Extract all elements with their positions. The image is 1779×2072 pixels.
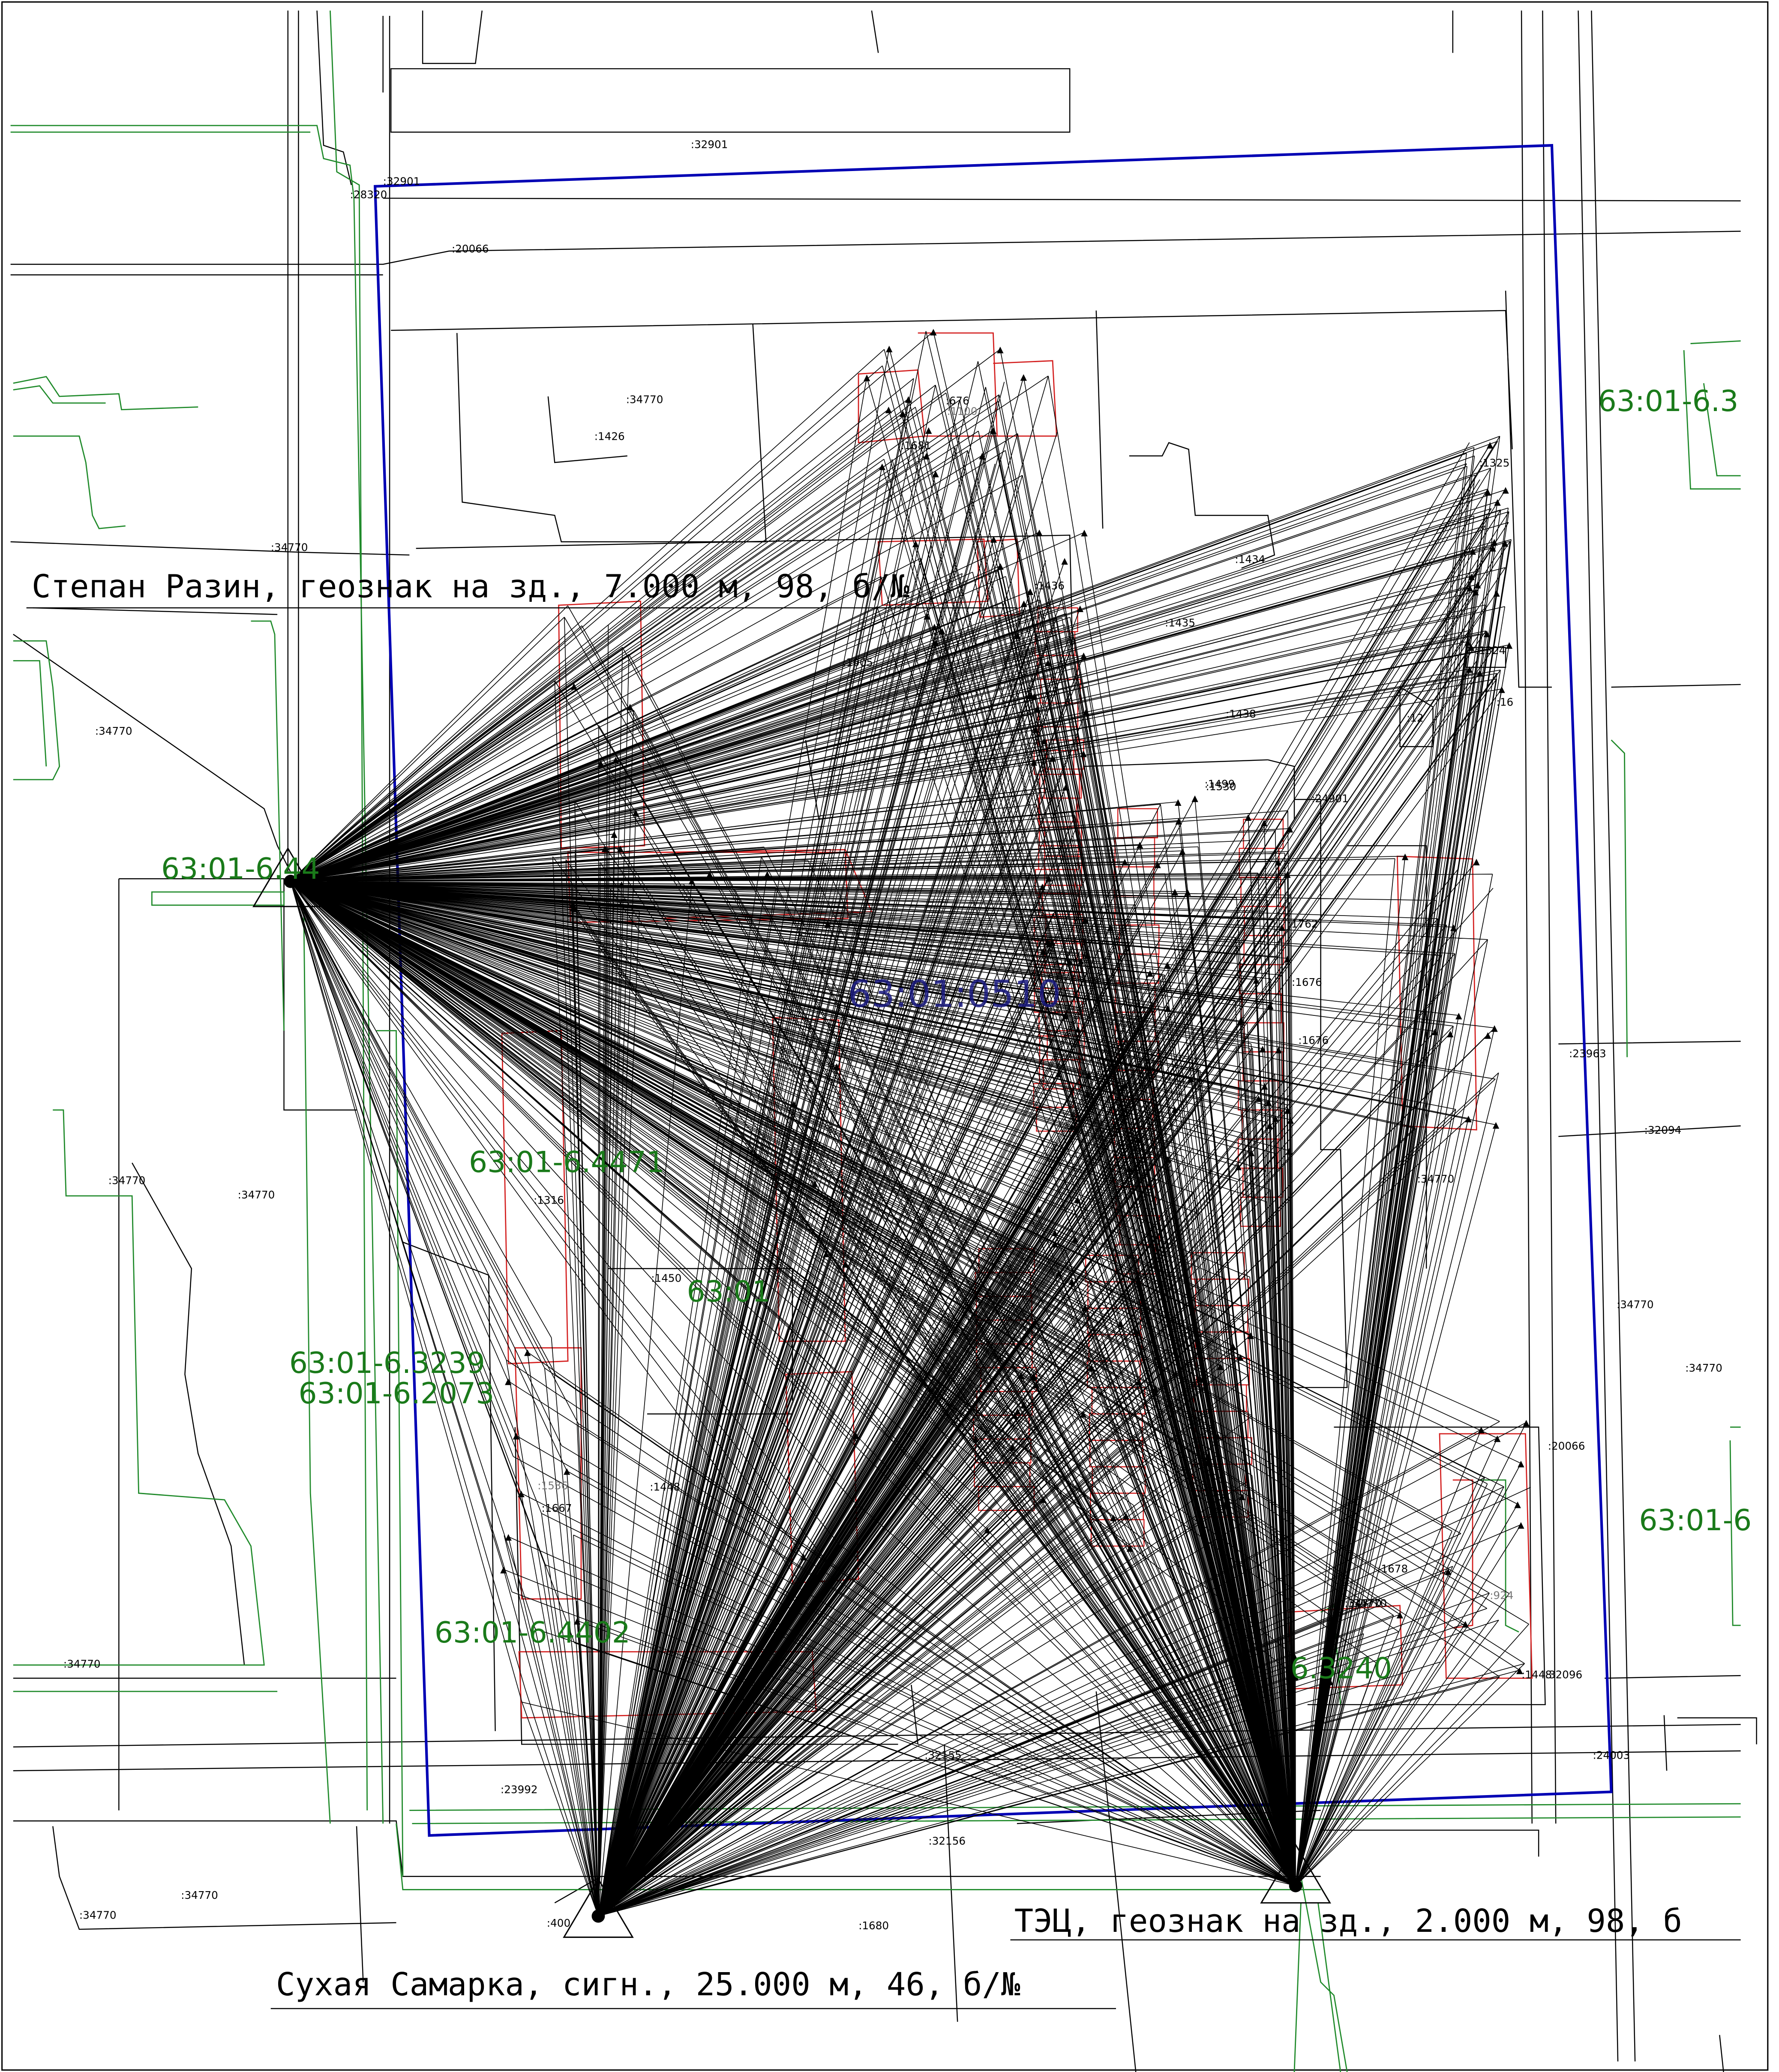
survey-area-boundary: [374, 144, 1613, 1837]
triangle-icon: [563, 1877, 634, 1938]
parcel-label: :1435: [1165, 616, 1195, 629]
parcel-label: :1005: [843, 656, 873, 669]
parcel-label: :34770: [1685, 1362, 1722, 1374]
parcel-label: :28320: [350, 188, 387, 201]
parcel-label: :1100: [947, 405, 978, 417]
zone-boundaries: [10, 10, 1741, 2072]
station-razin-marker[interactable]: [252, 847, 324, 907]
survey-ray-bundle: [290, 331, 1531, 1917]
parcel-label: :12: [1407, 712, 1424, 724]
zone-label: 63:01-6.3: [1598, 384, 1739, 418]
zone-label: 63:01-6.2073: [298, 1376, 494, 1410]
parcel-label: :34770: [108, 1174, 146, 1186]
parcel-label: :34770: [1617, 1298, 1654, 1311]
parcel-label: :1530: [1206, 781, 1236, 793]
station-label-underlines: [26, 607, 1741, 2009]
parcel-label: :1448: [650, 1481, 680, 1493]
parcel-label: :34770: [95, 725, 132, 737]
station-samarka-marker[interactable]: [563, 1877, 634, 1938]
parcel-label: :23963: [1569, 1047, 1606, 1060]
zone-label: 63:01-6.3239: [289, 1346, 485, 1380]
zone-label: 63:01-6.4402: [435, 1616, 630, 1649]
parcel-label: :32094: [1644, 1124, 1682, 1136]
zone-label: 63:01-6.44: [161, 852, 320, 886]
zone-label: 63:01-6: [1639, 1503, 1752, 1537]
station-point-icon: [1289, 1879, 1302, 1892]
survey-rays: [290, 329, 1531, 1917]
zone-label: 63:01-6.4471: [469, 1145, 665, 1179]
parcel-label: :924: [1490, 1589, 1513, 1601]
parcel-label: :1325: [1479, 456, 1509, 469]
parcel-label: :34770: [626, 393, 663, 405]
station-tec-marker[interactable]: [1260, 1843, 1331, 1904]
parcel-label: :34770: [181, 1889, 218, 1901]
parcel-label: :32096: [1545, 1668, 1583, 1681]
parcel-label: :1536: [537, 1479, 568, 1492]
parcel-label: :34770: [271, 541, 308, 554]
parcel-label: :1324: [1475, 644, 1506, 657]
parcel-label: :20066: [1548, 1440, 1585, 1452]
station-point-icon: [591, 1909, 605, 1923]
zone-label: 63:01: [687, 1275, 770, 1309]
triangle-icon: [1260, 1843, 1331, 1904]
parcel-label: :32901: [383, 175, 420, 188]
parcel-label: :1448: [1521, 1668, 1552, 1681]
parcel-label: :1681: [901, 439, 931, 452]
parcel-label: :32155: [924, 1749, 962, 1761]
station-point-icon: [284, 874, 297, 888]
zone-label: 6.3240: [1290, 1651, 1392, 1685]
parcel-label: :1762: [1288, 918, 1318, 930]
station-label-tec: ТЭЦ, геознак на зд., 2.000 м, 98, б: [1014, 1903, 1682, 1940]
parcel-label: :1499: [1204, 778, 1235, 790]
parcel-label: :1438: [1226, 708, 1256, 720]
zone-labels: 63:01-6.44 63:01-6.3 63:01-6.4471 63:01 …: [161, 384, 1752, 1685]
parcel-label: :400: [547, 1917, 570, 1929]
block-label: 63:01:0510: [848, 973, 1061, 1016]
parcel-label: :1676: [1292, 976, 1322, 988]
parcel-label: :34770: [63, 1658, 101, 1670]
parcel-label: :34770: [238, 1189, 275, 1201]
parcel-label: :23992: [501, 1784, 538, 1796]
parcel-label: :676: [945, 394, 969, 407]
parcel-label: :1436: [1034, 580, 1065, 592]
parcel-label: :16: [1497, 696, 1514, 708]
parcel-label: :1680: [858, 1919, 889, 1932]
arrowhead-icon: [500, 329, 1530, 1685]
survey-stations: [252, 847, 1331, 1938]
parcel-label: :24003: [1593, 1749, 1630, 1761]
parcel-label: :34770: [1417, 1173, 1455, 1185]
parcel-label: :34770: [79, 1909, 117, 1921]
parcel-label: :1316: [534, 1194, 564, 1207]
station-label-razin: Степан Разин, геознак на зд., 7.000 м, 9…: [32, 568, 910, 605]
parcel-label: :1450: [651, 1272, 681, 1284]
parcel-label: :34770: [1350, 1597, 1387, 1610]
parcel-label: :1667: [541, 1502, 572, 1514]
triangle-icon: [252, 847, 324, 907]
parcel-label: :20066: [452, 243, 489, 255]
parcel-label: :1678: [1377, 1563, 1408, 1575]
station-label-samarka: Сухая Самарка, сигн., 25.000 м, 46, б/№: [276, 1966, 1020, 2003]
parcel-label: :24901: [1311, 792, 1349, 805]
parcel-label: :32901: [691, 138, 728, 150]
parcel-labels: :32901 :32901 :28320 :20066 :34770 :1426…: [63, 138, 1722, 1932]
parcel-label: :1426: [594, 430, 625, 443]
parcel-label: :1434: [1235, 553, 1265, 565]
parcel-label: :34770: [1344, 1597, 1382, 1610]
parcel-label: :32156: [928, 1835, 966, 1847]
parcel-label: :1676: [1298, 1034, 1329, 1046]
station-labels: Степан Разин, геознак на зд., 7.000 м, 9…: [32, 568, 1682, 2003]
